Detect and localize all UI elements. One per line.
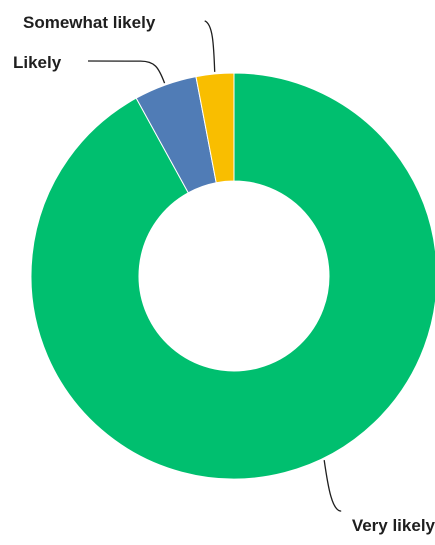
leader-line-very-likely bbox=[323, 460, 342, 512]
label-likely: Likely bbox=[13, 53, 62, 72]
slices-layer bbox=[30, 72, 435, 480]
leader-line-likely bbox=[87, 60, 166, 84]
slice-somewhat-likely[interactable] bbox=[195, 72, 235, 184]
label-somewhat-likely: Somewhat likely bbox=[23, 13, 156, 32]
leader-lines-layer bbox=[87, 20, 342, 512]
slice-very-likely[interactable] bbox=[30, 72, 435, 480]
leader-line-somewhat-likely bbox=[204, 20, 216, 72]
label-very-likely: Very likely bbox=[352, 516, 435, 535]
labels-layer: Very likely Likely Somewhat likely bbox=[13, 13, 435, 535]
